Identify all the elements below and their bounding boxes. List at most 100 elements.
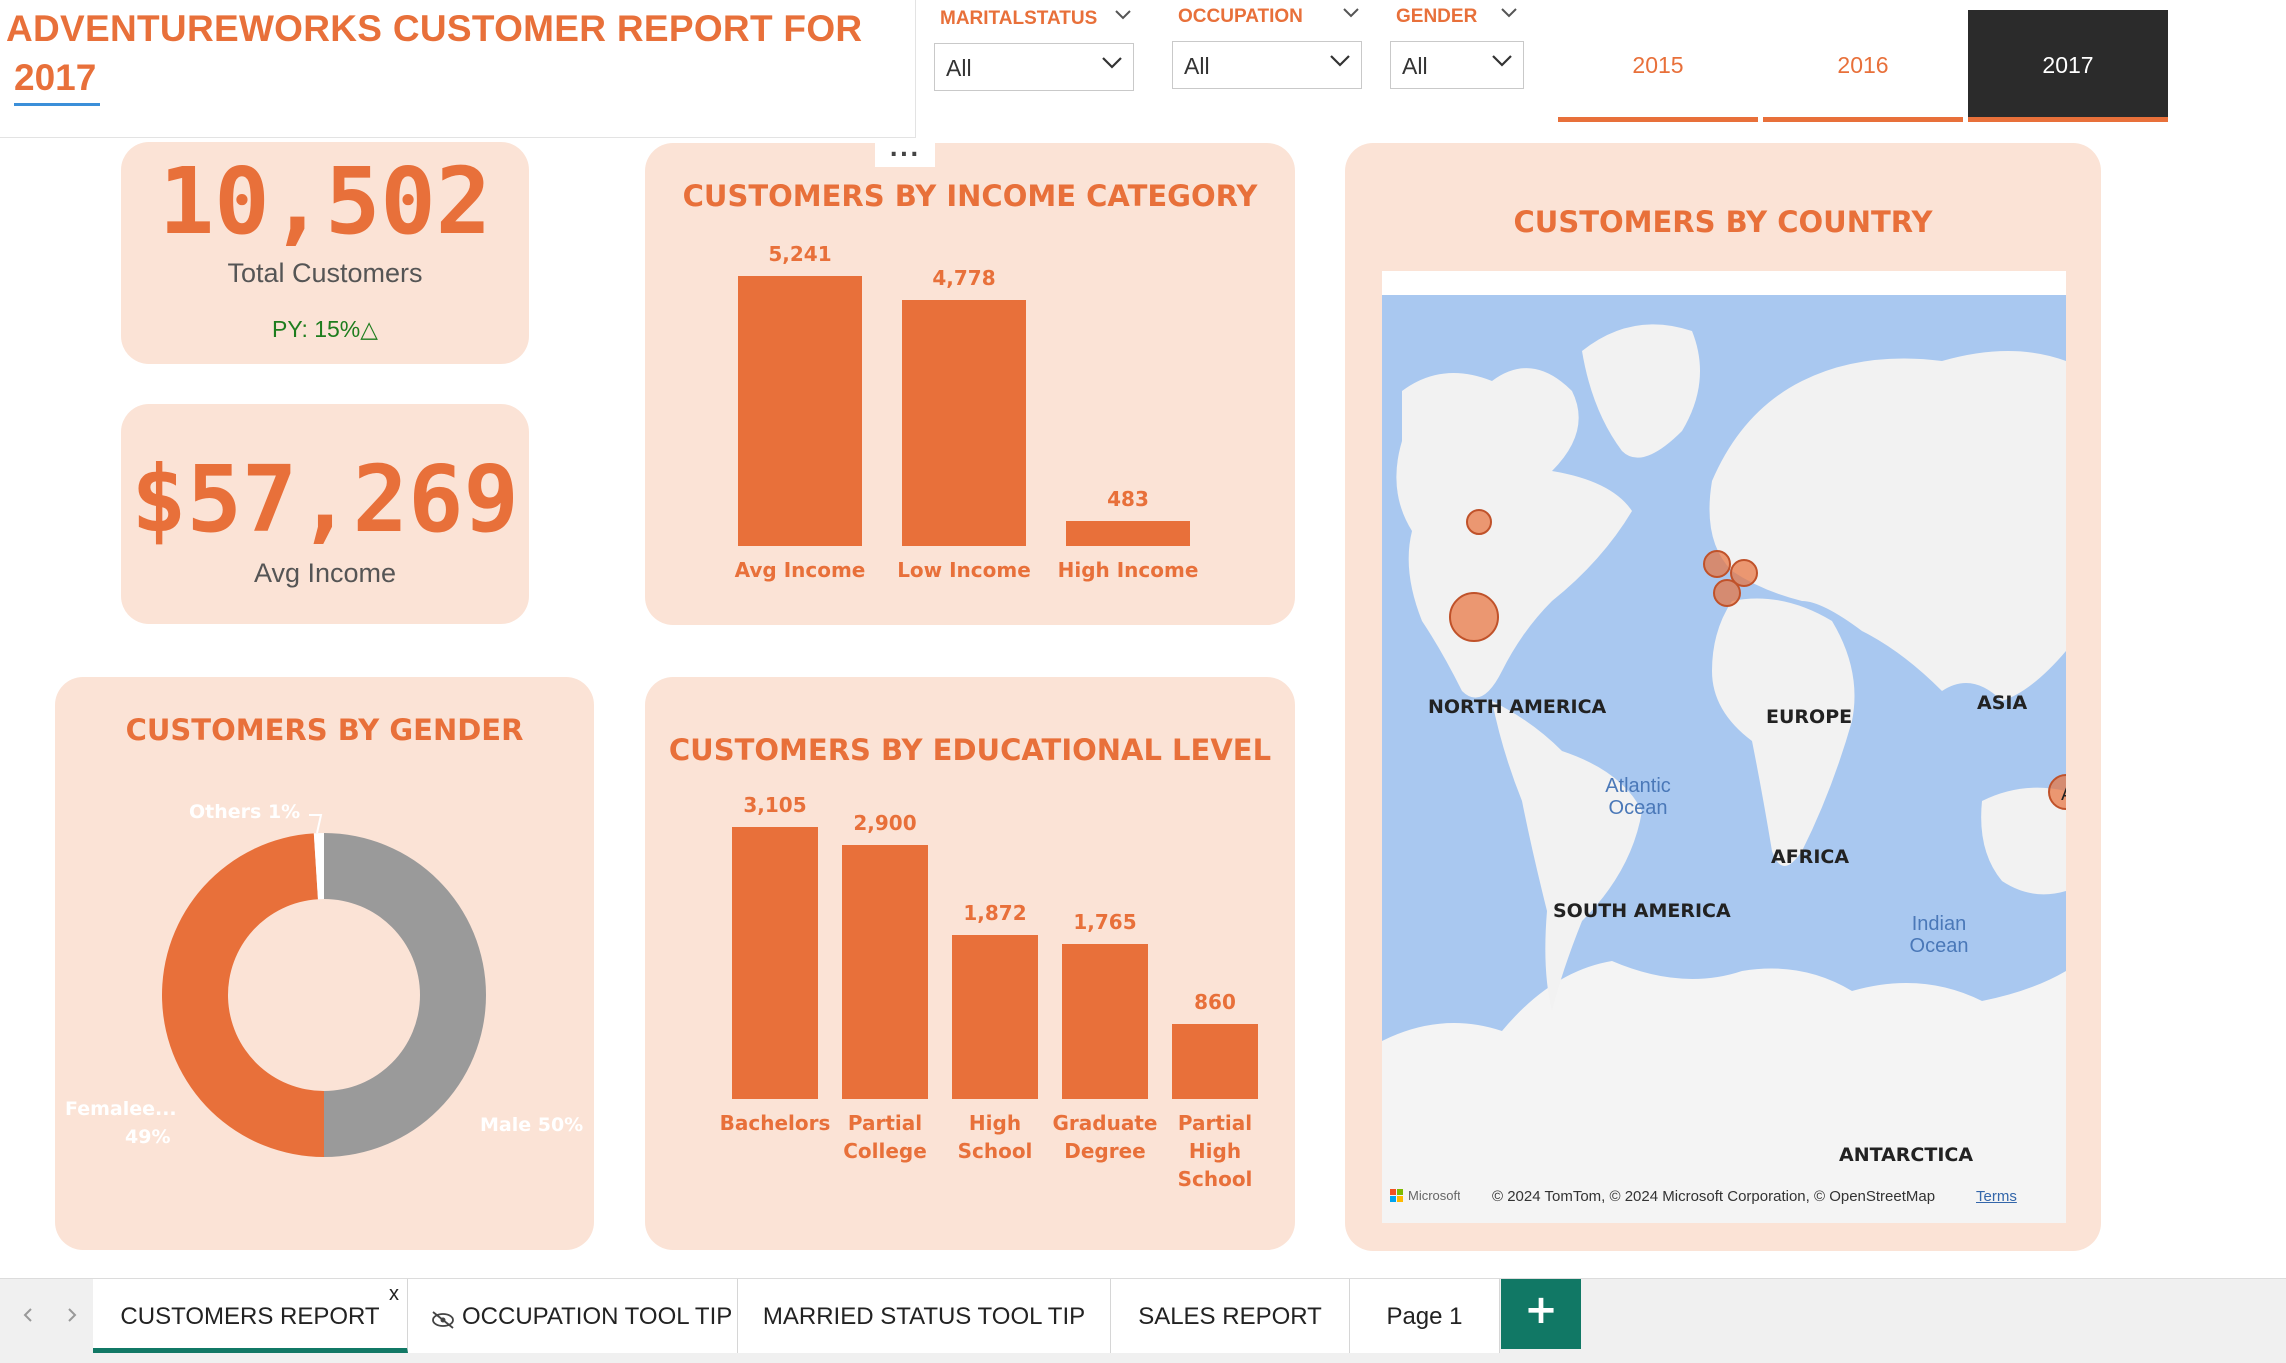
donut-slice-femalee[interactable] [161,833,324,1157]
close-icon[interactable]: x [389,1283,399,1305]
year-tab-2017[interactable]: 2017 [1968,10,2168,122]
donut-label-others: Others 1% [189,801,301,823]
slicer-occupation[interactable]: OCCUPATION All [1172,0,1362,95]
bar-low-income[interactable] [902,300,1026,546]
bar-category-label: High School [912,1109,1078,1165]
bar-category-label: Avg Income [698,556,902,584]
report-title-year: 2017 [14,57,97,98]
map-provider: Microsoft Bing [1408,1188,1460,1203]
bar-partial-high-school[interactable] [1172,1024,1258,1099]
income-category-card[interactable]: ... CUSTOMERS BY INCOME CATEGORY 5,241 Av… [645,139,1295,625]
bar-category-line: Partial [847,1111,923,1135]
bar-value-label: 1,872 [963,901,1027,925]
bar-category-line: School [957,1139,1033,1163]
page-tab-label: SALES REPORT [1138,1303,1322,1330]
bar-graduate-degree[interactable] [1062,944,1148,1099]
chevron-down-icon[interactable] [1500,6,1518,20]
total-customers-label: Total Customers [227,258,423,288]
education-card[interactable]: CUSTOMERS BY EDUCATIONAL LEVEL 3,105 Bach… [645,677,1295,1250]
year-label: 2017 [2042,52,2094,78]
bar-category-line: College [843,1139,927,1163]
map-label-africa: AFRICA [1771,846,1850,868]
bar-high-school[interactable] [952,935,1038,1099]
map-label-asia: ASIA [1977,692,2028,714]
slicer-label: OCCUPATION [1178,6,1303,27]
page-tab-bar: CUSTOMERS REPORT x OCCUPATION TOOL TIP M… [0,1278,2286,1363]
income-chart-plot: 5,241 Avg Income 4,778 Low Income 483 High In… [645,143,1295,625]
bar-high-income[interactable] [1066,521,1190,546]
bar-category-line: Partial [1177,1111,1253,1135]
education-chart-title: CUSTOMERS BY EDUCATIONAL LEVEL [668,733,1272,767]
report-title-box [0,0,916,138]
py-change: PY: 15%△ [272,316,378,342]
bar-category-label: Graduate Degree [1022,1109,1188,1165]
page-tab-customers-report[interactable]: CUSTOMERS REPORT x [93,1279,408,1353]
bar-value-label: 2,900 [853,811,917,835]
total-customers-value: 10,502 [158,148,492,255]
page-tab-label: MARRIED STATUS TOOL TIP [762,1303,1086,1330]
chevron-down-icon [1492,55,1512,67]
chevron-down-icon [1102,57,1122,69]
slicer-dropdown[interactable]: All [1390,41,1524,89]
page-tab-occupation-tool-tip[interactable]: OCCUPATION TOOL TIP [408,1279,738,1353]
microsoft-logo [1390,1189,1404,1203]
bubble-country-marker: A [2061,784,2066,805]
bar-category-label: High Income [1026,556,1230,584]
map-label-south-america: SOUTH AMERICA [1553,900,1731,922]
donut-label-male: Male 50% [480,1114,584,1136]
gender-donut-chart [161,814,486,1157]
bar-category-line: Bachelors [719,1111,831,1135]
page-tab-page-1[interactable]: Page 1 [1350,1279,1500,1353]
more-options-icon[interactable]: ... [875,139,935,167]
map-attribution[interactable]: © 2024 TomTom, © 2024 Microsoft Corporat… [1492,1188,1936,1205]
world-map: A [1382,295,2066,1223]
page-tab-label: Page 1 [1386,1303,1463,1330]
gender-card[interactable]: CUSTOMERS BY GENDER Others 1% Male 50% F… [55,677,594,1250]
plus-icon: + [1524,1287,1558,1333]
year-tab-2015[interactable]: 2015 [1558,10,1758,122]
add-page-button[interactable]: + [1501,1279,1581,1349]
bar-category-label: Partial College [802,1109,968,1165]
donut-slice-others[interactable] [313,833,324,900]
chevron-down-icon[interactable] [1114,8,1132,22]
bar-value-label: 5,241 [768,242,832,266]
bar-category-line: Graduate [1052,1111,1158,1135]
country-map-card[interactable]: CUSTOMERS BY COUNTRY A [1345,143,2101,1251]
bar-value-label: 1,765 [1073,910,1137,934]
map-canvas[interactable]: A NORTH AMERICA EUROPE ASIA AFRICA SOUTH… [1382,271,2066,1223]
slicer-dropdown[interactable]: All [934,43,1134,91]
donut-slice-male[interactable] [324,833,486,1157]
bar-category-line: High [968,1111,1022,1135]
slicer-value: All [1184,53,1210,79]
year-tab-2016[interactable]: 2016 [1763,10,1963,122]
page-tab-married-status-tool-tip[interactable]: MARRIED STATUS TOOL TIP [738,1279,1111,1353]
avg-income-card: $57,269 Avg Income [121,404,529,624]
slicer-gender[interactable]: GENDER All [1390,0,1524,95]
page-tab-sales-report[interactable]: SALES REPORT [1111,1279,1350,1353]
donut-label-female-pct: 49% [125,1126,171,1148]
bar-avg-income[interactable] [738,276,862,546]
donut-label-female: Femalee... [65,1098,177,1120]
bar-value-label: 483 [1107,487,1149,511]
bar-partial-college[interactable] [842,845,928,1099]
slicer-label: GENDER [1396,6,1478,27]
chevron-left-icon[interactable] [22,1307,34,1323]
map-label-antarctica: ANTARCTICA [1839,1144,1974,1166]
map-label-north-america: NORTH AMERICA [1428,696,1607,718]
income-chart-title: CUSTOMERS BY INCOME CATEGORY [682,179,1258,213]
chevron-right-icon[interactable] [66,1307,78,1323]
avg-income-label: Avg Income [253,558,397,588]
chevron-down-icon [1330,55,1350,67]
donut-leader-line [309,814,323,834]
bar-category-line: School [1177,1167,1253,1191]
slicer-maritalstatus[interactable]: MARITALSTATUS All [934,0,1134,95]
bar-bachelors[interactable] [732,827,818,1099]
bar-category-line: Low Income [897,558,1031,582]
map-terms-link[interactable]: Terms [1976,1188,2017,1205]
map-label-atlantic-ocean: Atlantic Ocean [1605,775,1671,819]
chevron-down-icon[interactable] [1342,6,1360,20]
title-underline [14,103,100,106]
bar-category-line: High Income [1057,558,1199,582]
map-label-indian-ocean: Indian Ocean [1909,913,1969,957]
slicer-dropdown[interactable]: All [1172,41,1362,89]
